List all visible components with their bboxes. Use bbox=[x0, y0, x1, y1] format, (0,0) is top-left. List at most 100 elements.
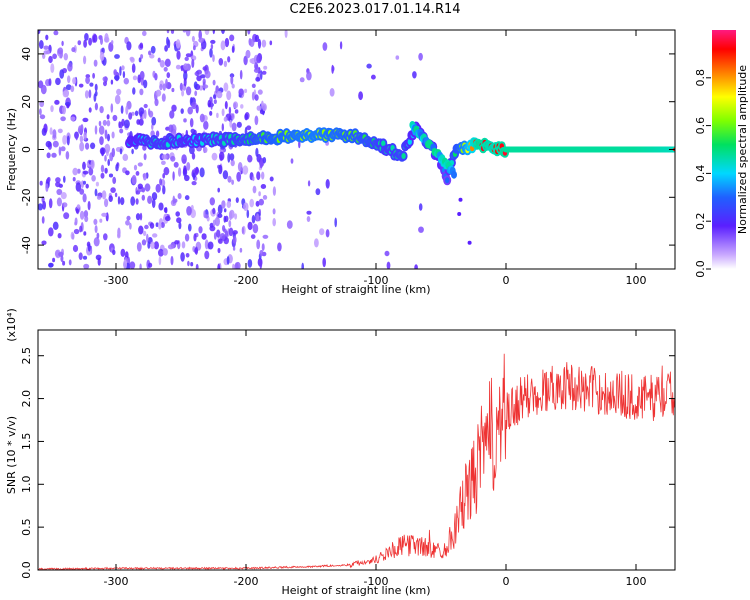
noise-speck bbox=[259, 158, 264, 169]
noise-speck bbox=[153, 241, 159, 250]
noise-speck bbox=[99, 147, 106, 155]
noise-speck bbox=[158, 248, 164, 257]
y-tick-label: 2.0 bbox=[20, 390, 33, 408]
ridge-point bbox=[401, 153, 406, 159]
noise-speck bbox=[138, 225, 144, 235]
noise-speck bbox=[334, 217, 338, 228]
noise-speck bbox=[218, 58, 224, 66]
noise-speck bbox=[114, 192, 118, 198]
noise-speck bbox=[150, 241, 155, 250]
noise-speck bbox=[120, 197, 125, 206]
noise-speck bbox=[152, 233, 158, 238]
noise-speck bbox=[100, 36, 103, 46]
noise-speck bbox=[187, 106, 193, 115]
noise-speck bbox=[82, 170, 89, 175]
noise-speck bbox=[185, 30, 191, 37]
noise-speck bbox=[129, 56, 135, 62]
y-multiplier-label: (x10⁴) bbox=[5, 308, 18, 342]
noise-speck bbox=[108, 173, 114, 178]
noise-speck bbox=[104, 198, 109, 208]
noise-speck bbox=[187, 260, 190, 267]
noise-speck bbox=[148, 50, 152, 56]
noise-speck bbox=[93, 237, 100, 247]
noise-speck bbox=[211, 152, 218, 161]
noise-speck bbox=[218, 238, 223, 244]
noise-speck bbox=[85, 183, 89, 189]
noise-speck bbox=[38, 40, 44, 49]
noise-speck bbox=[106, 114, 110, 120]
noise-speck bbox=[138, 57, 142, 63]
noise-speck bbox=[75, 132, 78, 141]
noise-speck bbox=[174, 240, 180, 245]
noise-speck bbox=[254, 62, 259, 70]
noise-speck bbox=[162, 173, 166, 179]
noise-speck bbox=[113, 69, 117, 76]
noise-speck bbox=[228, 227, 234, 237]
y-axis-label: SNR (10 * v/v) bbox=[5, 416, 18, 494]
noise-speck bbox=[155, 222, 159, 227]
noise-speck bbox=[307, 180, 311, 187]
noise-speck bbox=[42, 53, 46, 59]
noise-speck bbox=[72, 244, 79, 253]
y-tick-label: 0 bbox=[20, 146, 33, 153]
noise-speck bbox=[114, 75, 120, 81]
noise-speck bbox=[94, 102, 98, 111]
noise-speck bbox=[325, 179, 330, 189]
noise-speck bbox=[244, 113, 249, 121]
noise-speck bbox=[159, 83, 163, 91]
noise-speck bbox=[227, 152, 231, 163]
noise-speck bbox=[139, 212, 143, 221]
noise-speck bbox=[181, 241, 186, 249]
snr-plot-area bbox=[38, 330, 675, 570]
noise-speck bbox=[98, 125, 105, 135]
noise-speck bbox=[123, 77, 129, 85]
noise-speck bbox=[251, 214, 256, 224]
noise-speck bbox=[256, 55, 262, 64]
noise-speck bbox=[203, 120, 209, 130]
noise-speck bbox=[262, 103, 267, 112]
noise-speck bbox=[228, 220, 232, 228]
noise-speck bbox=[163, 207, 167, 213]
noise-speck bbox=[223, 208, 227, 213]
noise-speck bbox=[139, 88, 144, 96]
noise-speck bbox=[325, 229, 330, 238]
noise-speck bbox=[115, 163, 119, 172]
noise-speck bbox=[395, 55, 400, 60]
noise-speck bbox=[218, 164, 223, 175]
noise-speck bbox=[102, 119, 107, 126]
noise-speck bbox=[57, 47, 64, 55]
noise-speck bbox=[213, 232, 217, 240]
noise-speck bbox=[114, 54, 120, 59]
ridge-point bbox=[381, 140, 386, 147]
noise-speck bbox=[170, 255, 174, 266]
noise-speck bbox=[91, 175, 96, 182]
ridge-point bbox=[407, 138, 412, 145]
noise-speck bbox=[209, 225, 216, 232]
noise-speck bbox=[103, 233, 108, 241]
noise-speck bbox=[84, 215, 89, 223]
noise-speck bbox=[175, 211, 180, 217]
noise-speck bbox=[154, 73, 158, 81]
noise-speck bbox=[239, 247, 243, 253]
noise-speck bbox=[290, 158, 294, 164]
noise-speck bbox=[217, 213, 223, 218]
noise-speck bbox=[261, 70, 267, 75]
noise-speck bbox=[48, 262, 54, 268]
noise-speck bbox=[159, 60, 165, 68]
noise-speck bbox=[259, 249, 264, 257]
noise-speck bbox=[83, 131, 87, 141]
x-axis-label: Height of straight line (km) bbox=[281, 584, 430, 597]
noise-speck bbox=[314, 238, 319, 248]
noise-speck bbox=[193, 233, 197, 242]
noise-speck bbox=[193, 81, 198, 90]
colorbar-tick-label: 0.8 bbox=[694, 69, 707, 87]
noise-speck bbox=[256, 105, 262, 111]
colorbar-tick-label: 0.6 bbox=[694, 117, 707, 135]
noise-speck bbox=[123, 259, 127, 269]
noise-speck bbox=[418, 203, 423, 211]
noise-speck bbox=[221, 108, 225, 117]
noise-speck bbox=[166, 30, 170, 34]
noise-speck bbox=[261, 243, 265, 251]
noise-speck bbox=[234, 109, 239, 114]
noise-speck bbox=[227, 175, 232, 183]
